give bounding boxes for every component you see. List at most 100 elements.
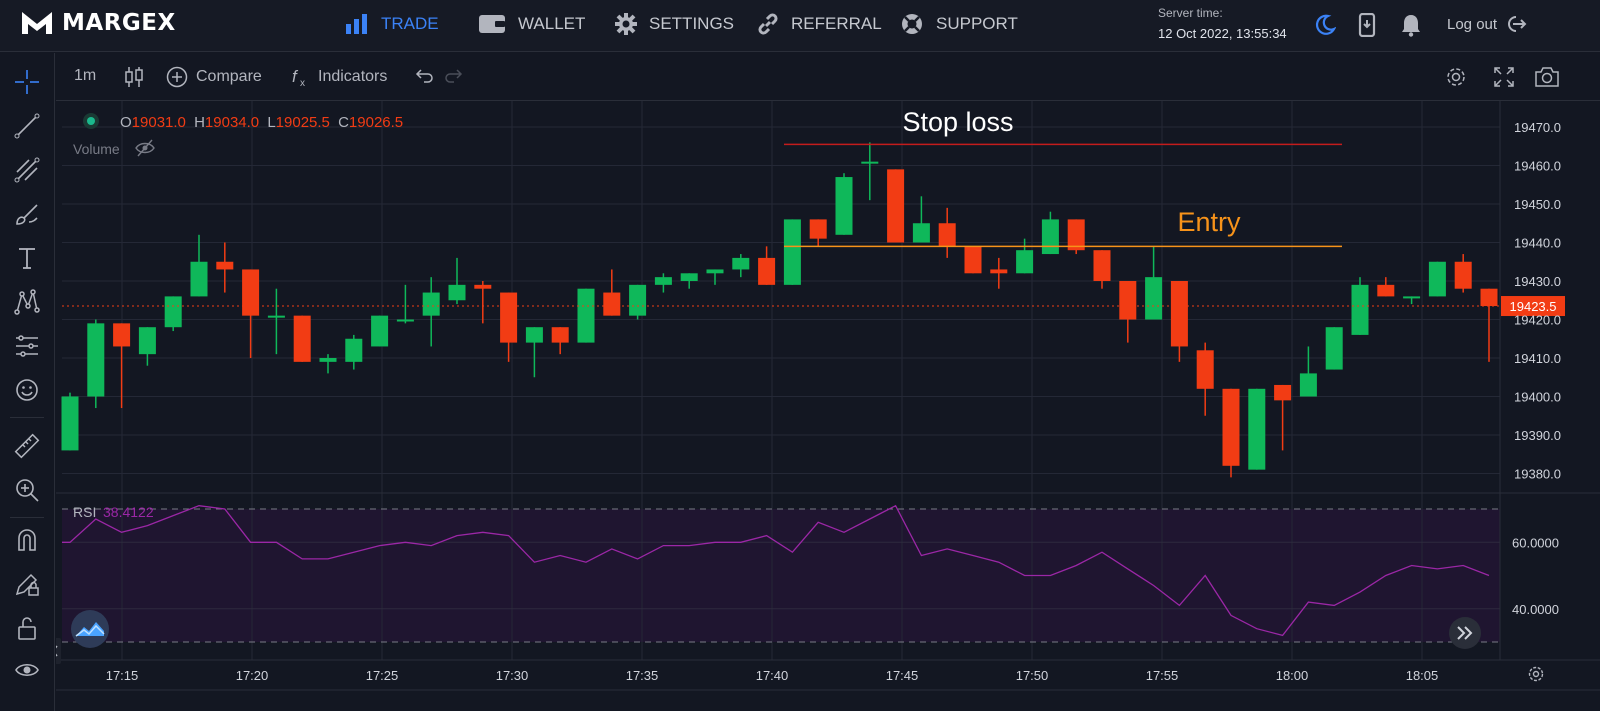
- candle-body: [1325, 327, 1343, 370]
- fullscreen-button[interactable]: [1492, 65, 1516, 89]
- chart-settings-button[interactable]: [1444, 65, 1468, 89]
- emoji-tool[interactable]: [10, 373, 44, 407]
- wallet-icon: [479, 15, 505, 33]
- current-price-badge: [1501, 296, 1565, 317]
- screenshot-button[interactable]: [1534, 65, 1560, 89]
- lock-drawings-tool[interactable]: [10, 567, 44, 601]
- eye-off-icon[interactable]: [135, 139, 155, 157]
- mobile-app-button[interactable]: [1354, 12, 1380, 38]
- candle-body: [938, 223, 956, 247]
- scroll-to-realtime-button[interactable]: [1449, 617, 1481, 649]
- collapse-toolbar-button[interactable]: [56, 638, 61, 664]
- rsi-band: [62, 509, 1500, 642]
- compare-button[interactable]: Compare: [166, 66, 262, 88]
- svg-text:f: f: [292, 67, 299, 86]
- gear-icon: [615, 13, 637, 35]
- chart-type-button[interactable]: [124, 65, 144, 89]
- phone-icon: [1358, 13, 1376, 37]
- notifications-button[interactable]: [1398, 12, 1424, 38]
- candle: [1145, 246, 1163, 320]
- candle: [113, 323, 131, 409]
- nav-settings-label: SETTINGS: [649, 14, 735, 33]
- time-tick-label: 17:25: [366, 668, 399, 683]
- candle: [138, 327, 156, 366]
- candle-body: [654, 277, 672, 285]
- server-time-label: Server time:: [1158, 6, 1223, 20]
- smiley-icon: [16, 379, 38, 401]
- drawing-toolbar: [0, 53, 55, 711]
- candle: [551, 327, 569, 355]
- candle-body: [1454, 261, 1472, 289]
- candle-body: [164, 296, 182, 328]
- candle: [758, 246, 776, 285]
- time-tick-label: 17:30: [496, 668, 529, 683]
- measure-tool[interactable]: [10, 429, 44, 463]
- candle-body: [500, 292, 518, 343]
- ruler-icon: [14, 433, 40, 459]
- pattern-tool[interactable]: [10, 285, 44, 319]
- forecast-tool[interactable]: [10, 329, 44, 363]
- lock-tool[interactable]: [10, 611, 44, 645]
- candle-body: [1041, 219, 1059, 255]
- brush-tool[interactable]: [10, 197, 44, 231]
- theme-toggle[interactable]: [1312, 12, 1338, 38]
- ohlc-legend: O19031.0 H19034.0 L19025.5 C19026.5: [120, 114, 403, 131]
- candle-body: [809, 219, 827, 239]
- axis-settings-icon[interactable]: [1528, 666, 1544, 682]
- text-tool[interactable]: [10, 241, 44, 275]
- price-tick-label: 19390.0: [1514, 428, 1561, 443]
- candle: [577, 288, 595, 343]
- candle: [654, 273, 672, 293]
- candle: [500, 292, 518, 362]
- interval-button[interactable]: 1m: [74, 67, 96, 85]
- zoom-tool[interactable]: [10, 473, 44, 507]
- candle-body: [474, 284, 492, 289]
- fib-tool[interactable]: [10, 153, 44, 187]
- nav-settings[interactable]: SETTINGS: [615, 12, 734, 36]
- candle-body: [912, 223, 930, 243]
- undo-button[interactable]: [412, 66, 434, 88]
- candle-body: [1222, 388, 1240, 466]
- nav-support[interactable]: SUPPORT: [900, 12, 1018, 36]
- nav-trade[interactable]: TRADE: [345, 12, 439, 36]
- logout-button[interactable]: Log out: [1447, 14, 1527, 34]
- candle: [242, 269, 260, 358]
- visibility-tool[interactable]: [10, 653, 44, 687]
- candle-body: [267, 315, 285, 318]
- price-tick-label: 19430.0: [1514, 274, 1561, 289]
- candle-body: [551, 327, 569, 343]
- nav-wallet-label: WALLET: [518, 14, 586, 33]
- tradingview-logo-button[interactable]: [71, 610, 109, 648]
- crosshair-tool[interactable]: [10, 65, 44, 99]
- interval-label: 1m: [74, 67, 97, 84]
- candle-body: [1067, 219, 1085, 251]
- svg-text:x: x: [300, 78, 305, 88]
- magnet-tool[interactable]: [10, 523, 44, 557]
- link-icon: [758, 13, 778, 35]
- brand-logo[interactable]: MARGEX: [20, 8, 176, 38]
- candle-body: [242, 269, 260, 316]
- pitchfork-icon: [14, 157, 40, 183]
- nav-wallet[interactable]: WALLET: [478, 12, 585, 36]
- bell-icon: [1402, 15, 1420, 37]
- fullscreen-icon: [1494, 67, 1514, 87]
- trend-line-tool[interactable]: [10, 109, 44, 143]
- candle-body: [629, 284, 647, 316]
- rsi-tick-label: 40.0000: [1512, 602, 1559, 617]
- candle-body: [783, 219, 801, 285]
- candle-body: [190, 261, 208, 297]
- pattern-icon: [14, 289, 40, 315]
- price-chart[interactable]: Stop loss Entry 19423.5 19470.019460.019…: [56, 101, 1600, 711]
- candle-body: [319, 358, 337, 362]
- candle: [1093, 250, 1111, 289]
- candle-body: [680, 273, 698, 281]
- close-value: 19026.5: [349, 114, 403, 131]
- nav-referral[interactable]: REFERRAL: [757, 12, 882, 36]
- candle: [396, 284, 414, 324]
- redo-button[interactable]: [444, 66, 466, 88]
- pencil-lock-icon: [15, 573, 39, 596]
- candle-body: [87, 323, 105, 397]
